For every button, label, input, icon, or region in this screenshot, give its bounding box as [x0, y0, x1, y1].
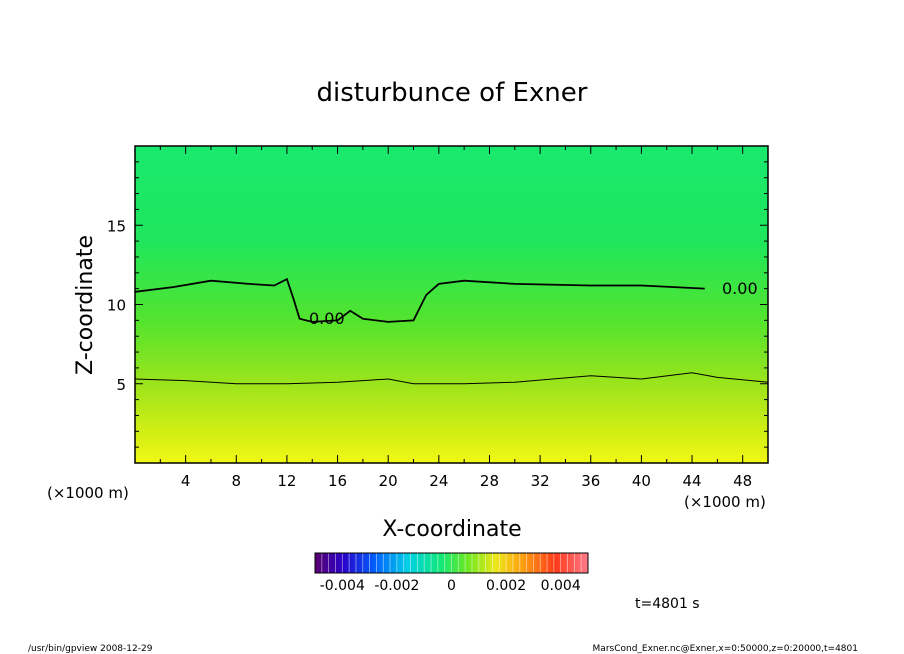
- y-tick-labels: 5 10 15: [107, 217, 126, 394]
- colorbar-stripes: [321, 553, 582, 573]
- y-tick-label: 10: [107, 297, 126, 315]
- x-tick-label: 16: [328, 472, 347, 490]
- colorbar-tick-label: 0.004: [541, 578, 581, 594]
- footer-right: MarsCond_Exner.nc@Exner,x=0:50000,z=0:20…: [593, 644, 858, 654]
- x-tick-label: 36: [581, 472, 600, 490]
- time-label: t=4801 s: [635, 596, 700, 612]
- x-tick-label: 24: [429, 472, 448, 490]
- heatmap-field: [135, 146, 768, 463]
- contour-lines: [135, 277, 768, 385]
- y-tick-label: 5: [116, 376, 126, 394]
- x-tick-label: 48: [733, 472, 752, 490]
- axis-ticks: [134, 145, 769, 464]
- colorbar-tick-label: -0.002: [374, 578, 419, 594]
- colorbar-tick-label: 0.002: [486, 578, 526, 594]
- colorbar-frame: [314, 552, 589, 574]
- contour-line-0: [135, 277, 705, 323]
- x-tick-label: 4: [181, 472, 191, 490]
- chart-title: disturbunce of Exner: [317, 78, 588, 108]
- contour-line-1: [135, 372, 768, 385]
- contour-label-mid: 0.00: [309, 309, 345, 328]
- x-tick-label: 44: [682, 472, 701, 490]
- x-axis-label: X-coordinate: [382, 517, 521, 542]
- x-tick-label: 32: [531, 472, 550, 490]
- contour-label-right: 0.00: [722, 279, 758, 298]
- x-unit-label-right: (×1000 m): [684, 493, 766, 511]
- x-tick-label: 12: [277, 472, 296, 490]
- x-tick-label: 20: [379, 472, 398, 490]
- x-tick-label: 40: [632, 472, 651, 490]
- colorbar-tick-label: -0.004: [320, 578, 365, 594]
- colorbar-tick-labels: -0.004 -0.002 0 0.002 0.004: [320, 578, 581, 594]
- footer-left: /usr/bin/gpview 2008-12-29: [28, 644, 153, 654]
- x-tick-label: 8: [232, 472, 242, 490]
- colorbar-tick-label: 0: [447, 578, 456, 594]
- x-unit-label-left: (×1000 m): [47, 484, 129, 502]
- x-tick-labels: 4 8 12 16 20 24 28 32 36 40 44 48: [181, 472, 752, 490]
- x-tick-label: 28: [480, 472, 499, 490]
- y-tick-label: 15: [107, 217, 126, 235]
- y-axis-label: Z-coordinate: [73, 235, 98, 375]
